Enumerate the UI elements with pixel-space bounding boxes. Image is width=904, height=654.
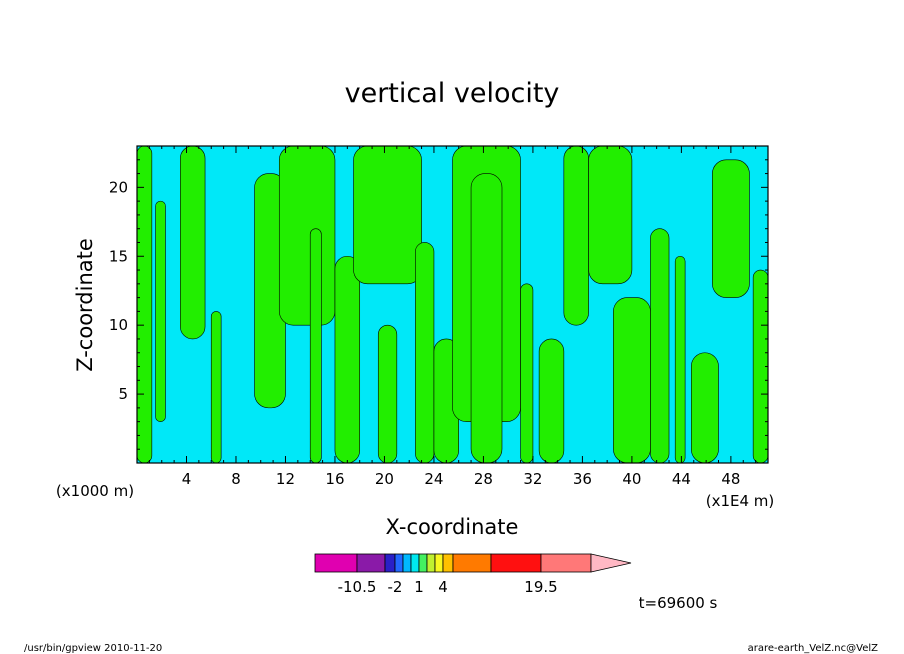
time-label: t=69600 s (639, 594, 718, 612)
x-tick-label-3: 16 (325, 470, 344, 488)
colorbar-segment-11 (490, 553, 542, 573)
colorbar-segment-1 (356, 553, 386, 573)
y-tick-label-1: 10 (109, 316, 128, 334)
x-unit-right: (x1E4 m) (706, 492, 775, 510)
plume-5 (278, 145, 336, 326)
x-tick-label-4: 20 (375, 470, 394, 488)
colorbar-label-4: 19.5 (524, 578, 557, 596)
x-tick-label-10: 44 (672, 470, 691, 488)
colorbar-segment-10 (452, 553, 492, 573)
x-axis: 4 8 12 16 20 24 28 32 36 40 44 48 (148, 146, 757, 488)
plume-1 (155, 200, 166, 422)
colorbar-segment-5 (410, 553, 420, 573)
colorbar-label-0: -10.5 (338, 578, 377, 596)
colorbar (314, 553, 632, 573)
colorbar-segment-3 (394, 553, 404, 573)
colorbar-segment-2 (384, 553, 396, 573)
plume-17 (588, 145, 633, 285)
plume-19 (650, 228, 670, 464)
colorbar-label-2: 1 (414, 578, 424, 596)
x-tick-label-7: 32 (523, 470, 542, 488)
footer-right: arare-earth_VelZ.nc@VelZ (748, 643, 879, 654)
plume-0 (136, 145, 153, 464)
colorbar-segment-8 (434, 553, 444, 573)
colorbar-segment-4 (402, 553, 412, 573)
plume-9 (377, 324, 398, 464)
plot-area (136, 145, 769, 464)
plume-18 (613, 297, 651, 464)
chart-title: vertical velocity (345, 78, 560, 109)
plume-3 (210, 311, 222, 464)
y-axis-label: Z-coordinate (73, 238, 97, 372)
x-tick-label-1: 8 (231, 470, 241, 488)
plume-22 (712, 159, 750, 298)
plume-10 (415, 242, 435, 464)
x-tick-label-2: 12 (276, 470, 295, 488)
y-axis: 5 10 15 20 (109, 159, 768, 450)
x-tick-label-8: 36 (573, 470, 592, 488)
plume-7 (334, 255, 361, 464)
colorbar-label-3: 4 (438, 578, 448, 596)
plume-20 (674, 255, 686, 464)
x-tick-label-6: 28 (474, 470, 493, 488)
plume-21 (690, 352, 719, 464)
plume-16 (563, 145, 589, 326)
y-tick-label-0: 5 (118, 385, 128, 403)
x-tick-label-0: 4 (182, 470, 192, 488)
plume-14 (520, 283, 534, 464)
plot-frame (136, 145, 769, 464)
x-tick-label-9: 40 (622, 470, 641, 488)
colorbar-segment-6 (418, 553, 428, 573)
velocity-bands (136, 145, 769, 464)
colorbar-labels: -10.5 -2 1 4 19.5 (338, 578, 558, 596)
colorbar-label-1: -2 (388, 578, 403, 596)
plume-15 (538, 338, 565, 464)
y-tick-label-3: 20 (109, 178, 128, 196)
colorbar-extend-arrow (590, 553, 632, 573)
plume-13 (470, 173, 503, 464)
plume-6 (309, 228, 322, 464)
x-axis-label: X-coordinate (386, 515, 519, 539)
y-tick-label-2: 15 (109, 247, 128, 265)
colorbar-segment-12 (540, 553, 592, 573)
x-tick-label-5: 24 (424, 470, 443, 488)
colorbar-segment-9 (442, 553, 454, 573)
x-tick-label-11: 48 (721, 470, 740, 488)
x-unit-left: (x1000 m) (56, 482, 134, 500)
colorbar-segment-0 (314, 553, 358, 573)
colorbar-segment-7 (426, 553, 436, 573)
plume-2 (180, 145, 206, 340)
footer-left: /usr/bin/gpview 2010-11-20 (24, 643, 162, 654)
plume-8 (353, 145, 422, 285)
